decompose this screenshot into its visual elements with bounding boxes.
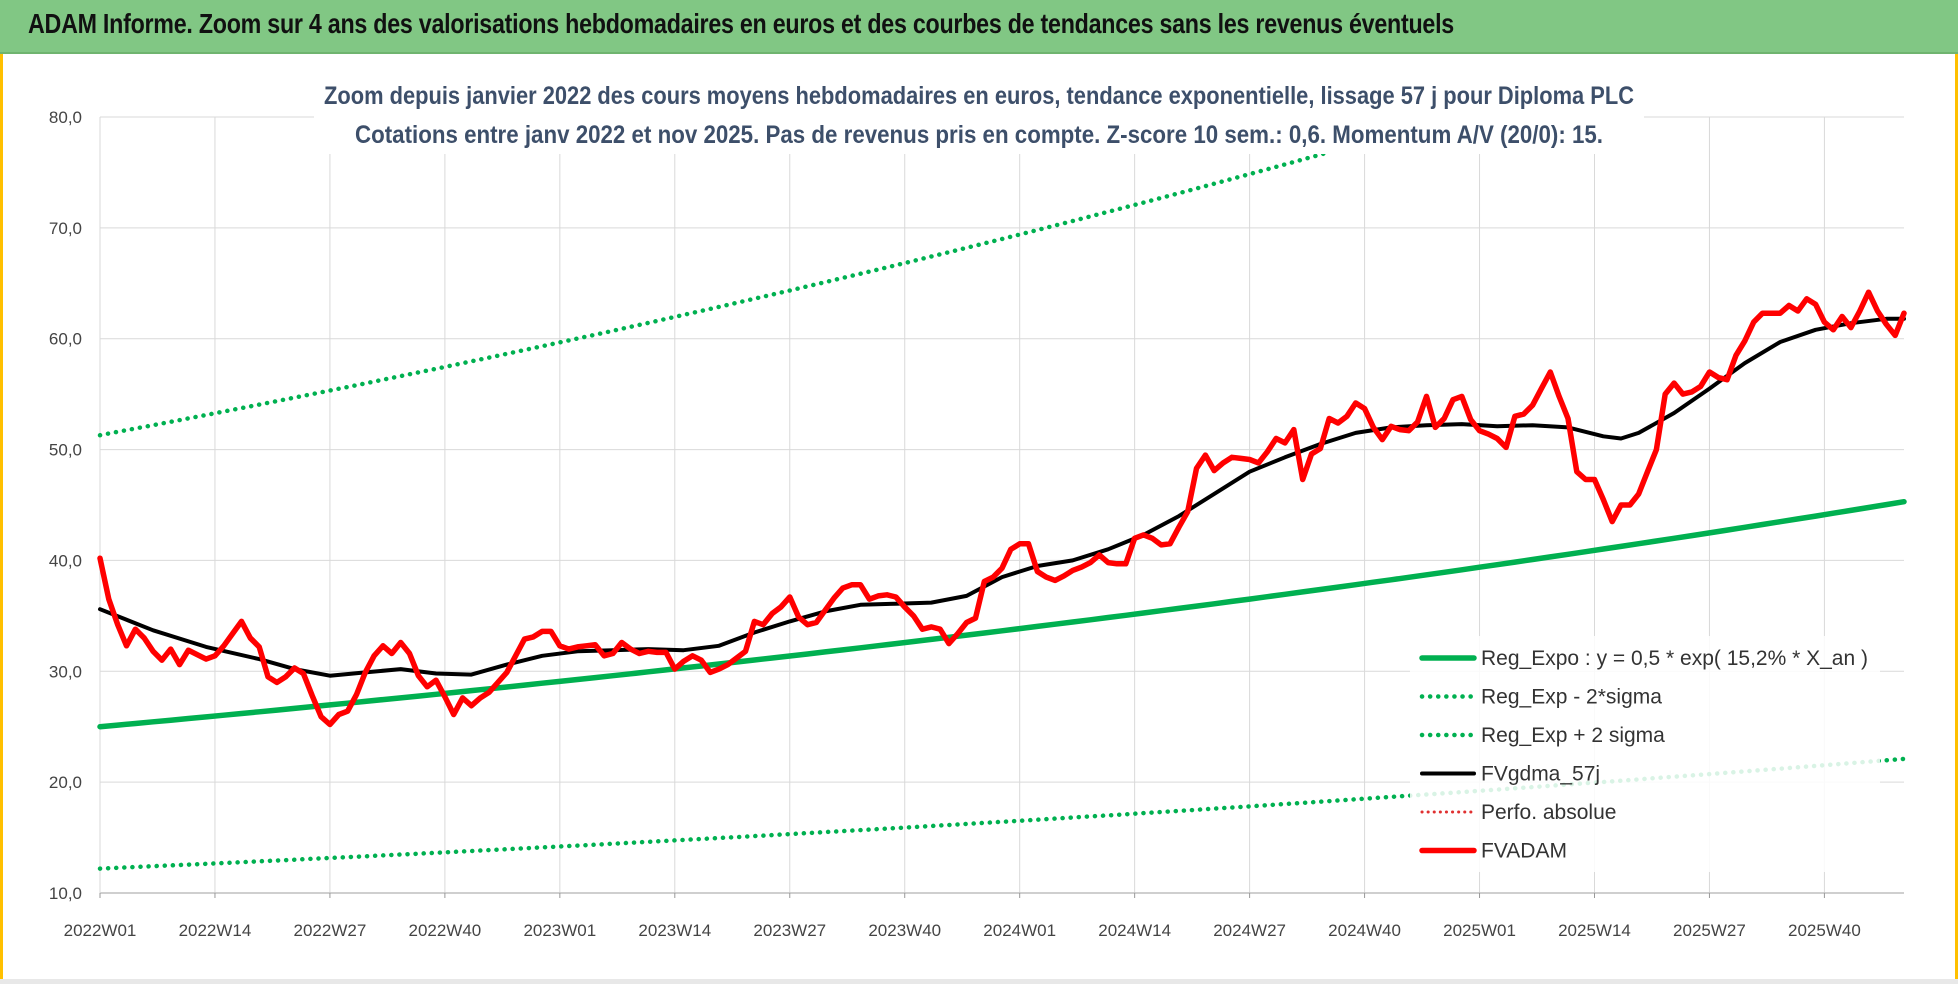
y-tick-label: 60,0 bbox=[49, 330, 82, 349]
legend-label: Reg_Exp + 2 sigma bbox=[1481, 724, 1665, 747]
x-tick-label: 2024W01 bbox=[983, 921, 1056, 940]
x-tick-label: 2025W40 bbox=[1788, 921, 1861, 940]
x-tick-label: 2025W01 bbox=[1443, 921, 1516, 940]
x-axis-ticks: 2022W01 2022W14 2022W27 2022W40 2023W01 2023W… bbox=[64, 893, 1861, 940]
x-tick-label: 2024W40 bbox=[1328, 921, 1401, 940]
legend-label: Perfo. absolue bbox=[1481, 801, 1616, 824]
legend-label: Reg_Exp - 2*sigma bbox=[1481, 686, 1662, 709]
y-tick-label: 10,0 bbox=[49, 884, 82, 903]
series-reg-plus-2sigma bbox=[97, 114, 1471, 438]
x-tick-label: 2022W01 bbox=[64, 921, 137, 940]
series-fvgdma bbox=[98, 316, 1906, 678]
y-tick-label: 30,0 bbox=[49, 662, 82, 681]
x-tick-label: 2023W27 bbox=[753, 921, 826, 940]
series-layer bbox=[97, 114, 1907, 871]
title-background bbox=[314, 78, 1644, 154]
x-tick-label: 2022W14 bbox=[179, 921, 252, 940]
bottom-edge bbox=[0, 979, 1958, 984]
y-tick-label: 80,0 bbox=[49, 108, 82, 127]
legend-label: Reg_Expo : y = 0,5 * exp( 15,2% * X_an ) bbox=[1481, 647, 1868, 670]
y-axis-ticks: 10,0 20,0 30,0 40,0 50,0 60,0 70,0 80,0 bbox=[49, 108, 82, 903]
legend-label: FVgdma_57j bbox=[1481, 763, 1600, 786]
x-tick-label: 2024W27 bbox=[1213, 921, 1286, 940]
right-edge bbox=[1955, 54, 1958, 984]
y-tick-label: 50,0 bbox=[49, 441, 82, 460]
legend-background bbox=[1410, 636, 1880, 872]
legend: Reg_Expo : y = 0,5 * exp( 15,2% * X_an )… bbox=[1410, 636, 1880, 872]
legend-label: FVADAM bbox=[1481, 840, 1567, 863]
series-fvadam bbox=[97, 289, 1907, 728]
x-tick-label: 2025W27 bbox=[1673, 921, 1746, 940]
x-tick-label: 2023W14 bbox=[638, 921, 711, 940]
header-title: ADAM Informe. Zoom sur 4 ans des valoris… bbox=[28, 8, 1454, 39]
chart-title-line1: Zoom depuis janvier 2022 des cours moyen… bbox=[324, 82, 1634, 110]
x-tick-label: 2024W14 bbox=[1098, 921, 1171, 940]
chart-title-line2: Cotations entre janv 2022 et nov 2025. P… bbox=[355, 121, 1603, 149]
y-tick-label: 70,0 bbox=[49, 219, 82, 238]
y-tick-label: 20,0 bbox=[49, 773, 82, 792]
x-tick-label: 2022W40 bbox=[408, 921, 481, 940]
header-bar: ADAM Informe. Zoom sur 4 ans des valoris… bbox=[0, 0, 1958, 54]
series-reg-expo bbox=[97, 498, 1907, 730]
left-edge bbox=[0, 54, 3, 984]
x-tick-label: 2025W14 bbox=[1558, 921, 1631, 940]
y-tick-label: 40,0 bbox=[49, 551, 82, 570]
x-tick-label: 2023W01 bbox=[523, 921, 596, 940]
x-tick-label: 2022W27 bbox=[294, 921, 367, 940]
x-tick-label: 2023W40 bbox=[868, 921, 941, 940]
